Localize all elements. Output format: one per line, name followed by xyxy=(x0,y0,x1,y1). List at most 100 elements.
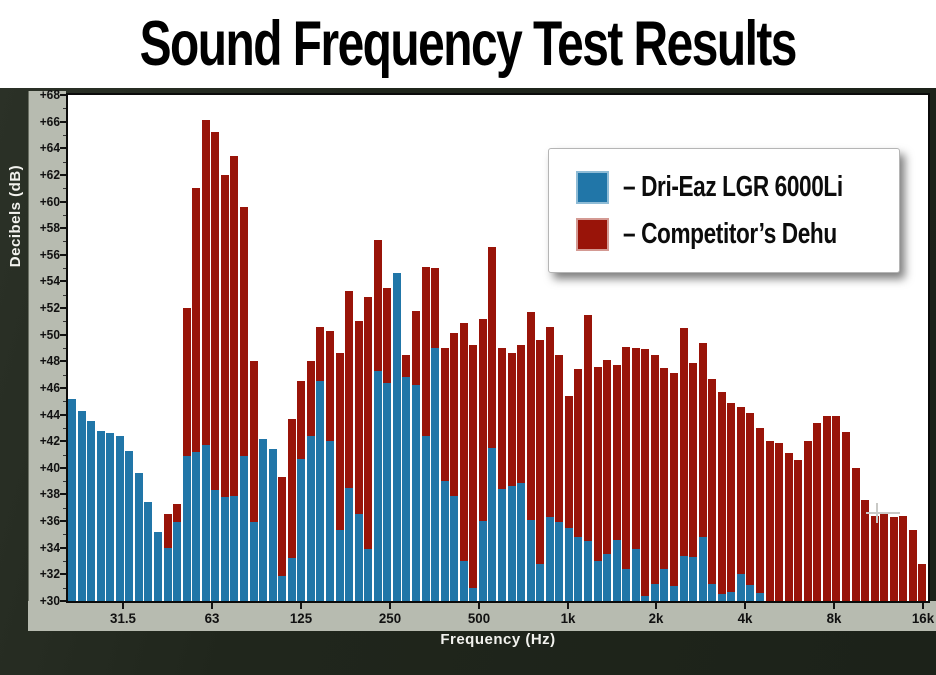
blue-bar xyxy=(412,385,421,601)
red-bar xyxy=(440,348,449,601)
y-minor-tick-mark xyxy=(63,481,66,483)
y-minor-tick-mark xyxy=(63,108,66,110)
y-tick-mark xyxy=(60,386,66,389)
blue-bar xyxy=(679,555,688,601)
y-tick-mark xyxy=(60,520,66,523)
y-tick-mark xyxy=(60,147,66,150)
red-bar xyxy=(784,453,793,601)
blue-bar xyxy=(622,569,631,601)
red-bar xyxy=(918,563,927,601)
y-minor-tick-mark xyxy=(63,454,66,456)
red-bar xyxy=(880,514,889,601)
y-tick-mark xyxy=(60,466,66,469)
y-tick-label: +60 xyxy=(39,193,60,209)
red-bar xyxy=(689,362,698,601)
red-bar xyxy=(803,441,812,601)
blue-bar xyxy=(326,441,335,601)
y-tick-label: +42 xyxy=(39,433,60,449)
blue-bar xyxy=(297,458,306,601)
red-bar xyxy=(354,321,363,601)
red-bar xyxy=(364,297,373,601)
y-tick-label: +44 xyxy=(39,406,60,422)
y-minor-tick-mark xyxy=(63,587,66,589)
blue-bar xyxy=(660,569,669,601)
blue-bar xyxy=(259,438,268,601)
blue-bar xyxy=(173,522,182,601)
y-tick-label: +36 xyxy=(39,513,60,529)
y-minor-tick-mark xyxy=(63,134,66,136)
blue-bar xyxy=(383,382,392,601)
x-tick-mark xyxy=(477,603,480,609)
blue-bar xyxy=(87,421,96,601)
x-tick-mark xyxy=(655,603,658,609)
blue-swatch-icon xyxy=(576,170,609,204)
y-tick-label: +30 xyxy=(39,593,60,608)
blue-bar xyxy=(68,398,77,601)
x-axis-title: Frequency (Hz) xyxy=(440,631,556,648)
page-title: Sound Frequency Test Results xyxy=(139,9,798,79)
red-bar xyxy=(498,348,507,601)
red-bar xyxy=(507,353,516,601)
red-bar xyxy=(889,517,898,601)
legend-item-competitor: – Competitor’s Dehu xyxy=(576,217,899,251)
blue-bar xyxy=(564,527,573,601)
bars-container xyxy=(68,95,928,601)
blue-bar xyxy=(278,575,287,601)
blue-bar xyxy=(392,273,401,601)
plot-area xyxy=(66,93,930,603)
red-bar xyxy=(488,246,497,601)
y-minor-tick-mark xyxy=(63,214,66,216)
red-bar xyxy=(775,442,784,601)
red-bar xyxy=(536,340,545,601)
blue-bar xyxy=(163,547,172,601)
red-bar xyxy=(249,361,258,601)
x-axis-strip xyxy=(28,601,936,631)
red-bar xyxy=(574,369,583,601)
red-bar xyxy=(192,188,201,601)
blue-bar xyxy=(421,435,430,601)
red-bar xyxy=(612,365,621,601)
y-tick-mark xyxy=(60,120,66,123)
red-bar xyxy=(736,406,745,601)
red-bar xyxy=(182,308,191,601)
crosshair-artifact-icon xyxy=(866,503,900,523)
red-bar xyxy=(335,353,344,601)
blue-bar xyxy=(603,554,612,601)
x-tick-label: 500 xyxy=(467,610,490,626)
blue-bar xyxy=(717,594,726,601)
red-bar xyxy=(842,431,851,601)
blue-bar xyxy=(192,451,201,601)
blue-bar xyxy=(96,430,105,601)
red-bar xyxy=(717,391,726,601)
red-bar xyxy=(670,373,679,601)
x-tick-label: 8k xyxy=(826,610,842,626)
blue-bar xyxy=(708,583,717,601)
blue-bar xyxy=(268,449,277,601)
y-tick-label: +64 xyxy=(39,140,60,156)
y-minor-tick-mark xyxy=(63,374,66,376)
blue-bar xyxy=(507,486,516,601)
y-tick-mark xyxy=(60,280,66,283)
blue-bar xyxy=(249,522,258,601)
y-tick-mark xyxy=(60,360,66,363)
y-tick-mark xyxy=(60,600,66,602)
blue-bar xyxy=(316,381,325,601)
y-tick-label: +52 xyxy=(39,300,60,316)
red-bar xyxy=(211,132,220,601)
x-tick-mark xyxy=(922,603,925,609)
y-tick-mark xyxy=(60,307,66,310)
blue-bar xyxy=(287,558,296,601)
blue-bar xyxy=(612,539,621,601)
y-tick-label: +38 xyxy=(39,486,60,502)
red-bar xyxy=(631,348,640,601)
y-tick-label: +62 xyxy=(39,166,60,182)
x-tick-mark xyxy=(566,603,569,609)
blue-bar xyxy=(431,348,440,601)
blue-bar xyxy=(689,557,698,601)
blue-bar xyxy=(77,410,86,601)
x-tick-label: 4k xyxy=(737,610,753,626)
blue-bar xyxy=(670,586,679,601)
y-tick-label: +32 xyxy=(39,566,60,582)
red-bar xyxy=(765,441,774,601)
red-bar xyxy=(421,266,430,601)
